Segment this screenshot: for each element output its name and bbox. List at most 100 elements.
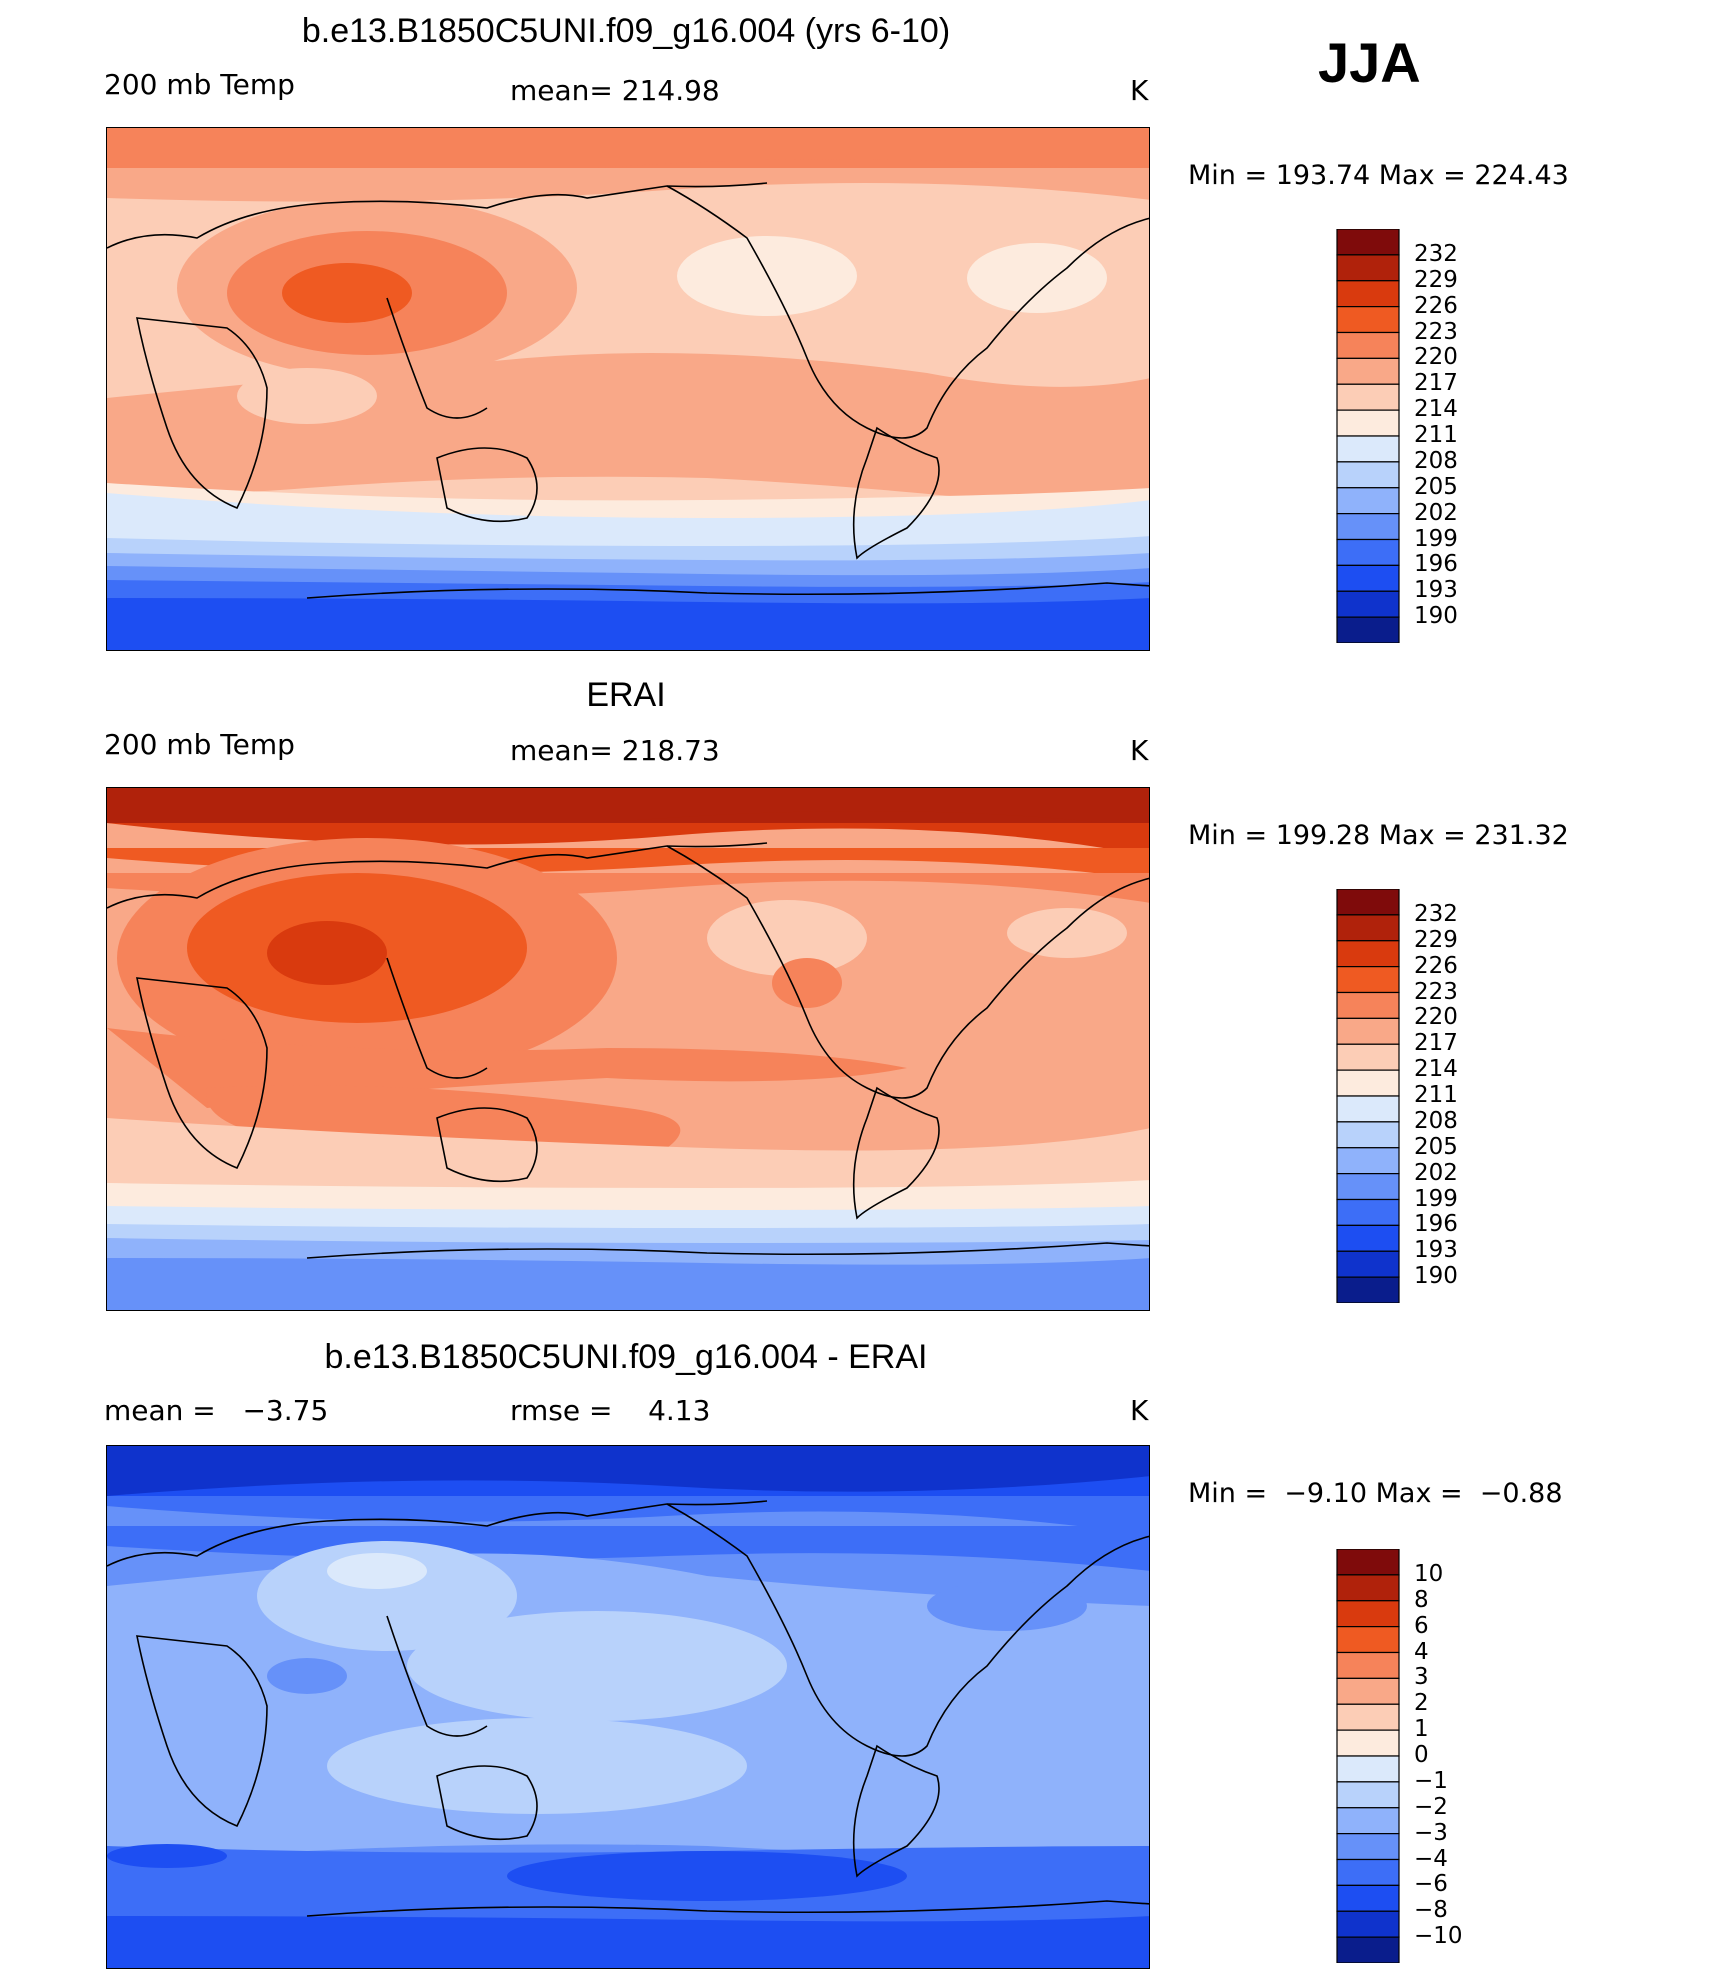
panel2-colorbar-box bbox=[1336, 1121, 1400, 1149]
panel1-colorbar-label: 205 bbox=[1414, 473, 1458, 500]
panel2-colorbar-label: 226 bbox=[1414, 952, 1458, 979]
panel1-units-label: K bbox=[1130, 74, 1149, 107]
panel1-title: b.e13.B1850C5UNI.f09_g16.004 (yrs 6-10) bbox=[301, 12, 951, 50]
panel3-colorbar-box bbox=[1336, 1703, 1400, 1731]
panel1-left-label: 200 mb Temp bbox=[104, 68, 295, 101]
panel2-colorbar-label: 190 bbox=[1414, 1263, 1458, 1290]
panel3-units-label: K bbox=[1130, 1394, 1149, 1427]
panel1-colorbar-box bbox=[1336, 228, 1400, 256]
panel1-colorbar-box bbox=[1336, 487, 1400, 515]
panel2-colorbar-label: 232 bbox=[1414, 900, 1458, 927]
panel1-colorbar-box bbox=[1336, 280, 1400, 308]
panel1-colorbar bbox=[1336, 228, 1400, 644]
panel1-field-sp bbox=[107, 598, 1149, 650]
panel1-colorbar-label: 220 bbox=[1414, 344, 1458, 371]
panel3-title: b.e13.B1850C5UNI.f09_g16.004 - ERAI bbox=[324, 1338, 928, 1376]
panel3-colorbar-box bbox=[1336, 1600, 1400, 1628]
panel3-mean-label: mean = −3.75 bbox=[104, 1394, 329, 1427]
panel3-colorbar-label: 6 bbox=[1414, 1612, 1429, 1639]
panel2-units-label: K bbox=[1130, 734, 1149, 767]
panel3-colorbar-box bbox=[1336, 1781, 1400, 1809]
panel1-coastlines bbox=[107, 182, 1149, 599]
panel3-colorbar-label: −1 bbox=[1414, 1767, 1448, 1794]
panel1-colorbar-label: 196 bbox=[1414, 551, 1458, 578]
panel1-colorbar-label: 232 bbox=[1414, 240, 1458, 267]
panel2-colorbar-label: 202 bbox=[1414, 1159, 1458, 1186]
panel3-colorbar-label: 2 bbox=[1414, 1690, 1429, 1717]
panel2-left-label: 200 mb Temp bbox=[104, 728, 295, 761]
panel3-colorbar-label: 10 bbox=[1414, 1560, 1444, 1587]
panel2-colorbar-label: 196 bbox=[1414, 1211, 1458, 1238]
panel3-colorbar-label: 4 bbox=[1414, 1638, 1429, 1665]
panel2-colorbar-box bbox=[1336, 1043, 1400, 1071]
panel3-coastlines bbox=[107, 1500, 1149, 1917]
panel1-colorbar-box bbox=[1336, 616, 1400, 644]
panel3-colorbar-svg bbox=[1336, 1548, 1400, 1964]
panel3-colorbar-label: 8 bbox=[1414, 1586, 1429, 1613]
panel1-colorbar-box bbox=[1336, 435, 1400, 463]
panel3-field-sp bbox=[107, 1916, 1149, 1968]
panel2-colorbar-label: 229 bbox=[1414, 926, 1458, 953]
panel1-colorbar-box bbox=[1336, 538, 1400, 566]
panel3-colorbar-box bbox=[1336, 1729, 1400, 1757]
panel3-colorbar-label: 3 bbox=[1414, 1664, 1429, 1691]
panel3-colorbar-label: −4 bbox=[1414, 1845, 1448, 1872]
panel1-colorbar-box bbox=[1336, 254, 1400, 282]
panel1-colorbar-label: 193 bbox=[1414, 577, 1458, 604]
panel1-colorbar-label: 199 bbox=[1414, 525, 1458, 552]
panel2-colorbar-box bbox=[1336, 1276, 1400, 1304]
panel3-minmax: Min = −9.10 Max = −0.88 bbox=[1188, 1478, 1563, 1509]
panel1-field-asia-max bbox=[282, 263, 412, 323]
panel2-colorbar-box bbox=[1336, 1250, 1400, 1278]
panel1-colorbar-box bbox=[1336, 564, 1400, 592]
panel2-colorbar-box bbox=[1336, 888, 1400, 916]
panel2-colorbar-label: 217 bbox=[1414, 1030, 1458, 1057]
panel2-colorbar-label: 220 bbox=[1414, 1004, 1458, 1031]
panel1-colorbar-label: 229 bbox=[1414, 266, 1458, 293]
panel2-colorbar-label: 199 bbox=[1414, 1185, 1458, 1212]
panel2-colorbar-box bbox=[1336, 1173, 1400, 1201]
panel3-colorbar-label: −6 bbox=[1414, 1871, 1448, 1898]
panel2-colorbar-label: 208 bbox=[1414, 1107, 1458, 1134]
panel3-field-np bbox=[107, 1446, 1149, 1496]
panel1-colorbar-box bbox=[1336, 357, 1400, 385]
panel2-title: ERAI bbox=[586, 676, 666, 714]
panel1-colorbar-box bbox=[1336, 513, 1400, 541]
panel2-colorbar-label: 211 bbox=[1414, 1082, 1458, 1108]
panel1-colorbar-box bbox=[1336, 590, 1400, 618]
panel2-colorbar-box bbox=[1336, 940, 1400, 968]
panel1-colorbar-box bbox=[1336, 383, 1400, 411]
panel3-colorbar-label: −3 bbox=[1414, 1819, 1448, 1846]
panel3-colorbar-label: −2 bbox=[1414, 1793, 1448, 1820]
panel2-coastlines bbox=[107, 842, 1149, 1259]
panel2-minmax: Min = 199.28 Max = 231.32 bbox=[1188, 820, 1569, 851]
panel1-minmax: Min = 193.74 Max = 224.43 bbox=[1188, 160, 1569, 191]
panel3-colorbar-box bbox=[1336, 1677, 1400, 1705]
panel1-colorbar-label: 190 bbox=[1414, 603, 1458, 630]
panel1-colorbar-label: 226 bbox=[1414, 292, 1458, 319]
panel1-map bbox=[106, 127, 1150, 651]
panel2-map bbox=[106, 787, 1150, 1311]
panel3-colorbar-label: −8 bbox=[1414, 1897, 1448, 1924]
panel3-map bbox=[106, 1445, 1150, 1969]
panel1-colorbar-label: 217 bbox=[1414, 370, 1458, 397]
panel2-colorbar-box bbox=[1336, 966, 1400, 994]
panel1-colorbar-box bbox=[1336, 306, 1400, 334]
panel3-colorbar-box bbox=[1336, 1548, 1400, 1576]
panel3-colorbar-label: 1 bbox=[1414, 1716, 1429, 1743]
panel2-colorbar-box bbox=[1336, 1017, 1400, 1045]
panel1-colorbar-label: 211 bbox=[1414, 422, 1458, 448]
panel1-colorbar-label: 214 bbox=[1414, 396, 1458, 423]
panel2-colorbar-label: 214 bbox=[1414, 1056, 1458, 1083]
panel3-colorbar-box bbox=[1336, 1910, 1400, 1938]
panel3-colorbar-box bbox=[1336, 1833, 1400, 1861]
season-label: JJA bbox=[1318, 31, 1421, 94]
panel1-colorbar-label: 202 bbox=[1414, 499, 1458, 526]
panel2-colorbar-box bbox=[1336, 1069, 1400, 1097]
panel2-colorbar-label: 223 bbox=[1414, 978, 1458, 1005]
panel3-colorbar-box bbox=[1336, 1651, 1400, 1679]
panel2-colorbar-box bbox=[1336, 1224, 1400, 1252]
panel3-colorbar-box bbox=[1336, 1858, 1400, 1886]
panel1-colorbar-box bbox=[1336, 331, 1400, 359]
panel3-colorbar bbox=[1336, 1548, 1400, 1964]
